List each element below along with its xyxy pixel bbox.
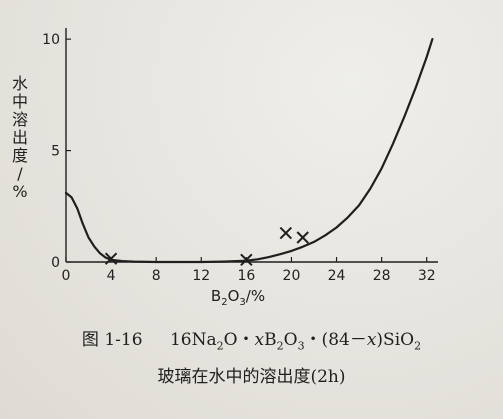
x-tick-label-8: 8 — [152, 268, 161, 284]
figure-number: 图 1-16 — [81, 330, 143, 350]
y-tick-label-10: 10 — [42, 32, 60, 48]
y-tick-label-5: 5 — [51, 144, 60, 160]
x-tick-label-0: 0 — [62, 268, 71, 284]
figure-caption: 图 1-16 16Na2O・xB2O3・(84－x)SiO2 — [0, 325, 503, 352]
x-tick-label-28: 28 — [373, 268, 391, 284]
figure-caption-line2: 玻璃在水中的溶出度(2h) — [157, 367, 346, 387]
x-tick-label-20: 20 — [283, 268, 301, 284]
x-tick-label-16: 16 — [237, 268, 255, 284]
x-axis-label: B2O3/% — [211, 287, 265, 308]
marker-layer — [104, 226, 309, 266]
curve-layer — [64, 38, 434, 264]
solubility-curve — [64, 38, 434, 264]
axes — [65, 28, 438, 263]
x-tick-label-32: 32 — [418, 268, 436, 284]
y-axis-label: 水中溶出度 /% — [11, 74, 28, 201]
y-tick-label-0: 0 — [51, 255, 60, 271]
data-point-marker — [279, 226, 293, 240]
data-point-marker — [296, 231, 309, 244]
figure-formula: 16Na2O・xB2O3・(84－x)SiO2 — [169, 330, 422, 353]
marker-stroke-b — [279, 226, 293, 240]
marker-stroke-b — [296, 231, 309, 244]
tick-layer: 0 4 8 12 16 20 24 28 32 0 5 10 — [42, 32, 435, 284]
x-tick-label-4: 4 — [107, 268, 116, 284]
x-tick-label-24: 24 — [328, 268, 346, 284]
x-tick-label-12: 12 — [192, 268, 210, 284]
